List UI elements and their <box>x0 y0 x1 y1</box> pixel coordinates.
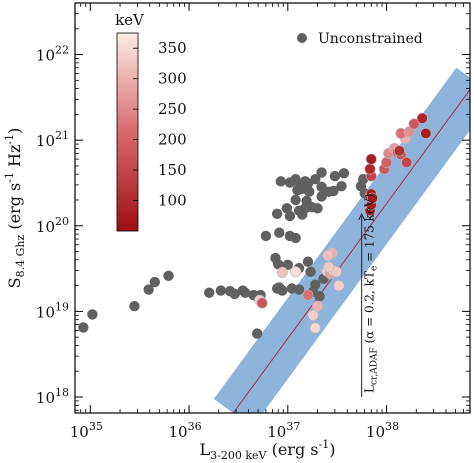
y-axis-label: S8.4 Ghz (erg s-1 Hz-1) <box>3 128 27 289</box>
unconstrained-point <box>336 181 346 191</box>
kte-point <box>308 310 318 320</box>
kte-point <box>417 113 427 123</box>
unconstrained-point <box>305 267 315 277</box>
kte-point <box>290 267 300 277</box>
colorbar-tick-label: 100 <box>158 192 187 210</box>
x-tick-label: 1035 <box>70 420 103 441</box>
legend-marker <box>297 33 307 43</box>
kte-point <box>277 267 287 277</box>
kte-point <box>394 146 404 156</box>
legend: Unconstrained <box>297 31 423 47</box>
kte-point <box>334 280 344 290</box>
unconstrained-point <box>277 285 287 295</box>
unconstrained-point <box>294 284 304 294</box>
kte-point <box>312 301 322 311</box>
unconstrained-point <box>290 195 300 205</box>
relation-band-layer <box>214 68 474 427</box>
y-tick-label: 1018 <box>36 386 69 407</box>
kte-point <box>323 250 333 260</box>
y-tick-label: 1021 <box>36 129 69 150</box>
x-tick-label: 1036 <box>168 420 201 441</box>
colorbar: keV 100 150 200 250 300 350 <box>115 11 187 231</box>
unconstrained-point <box>216 285 226 295</box>
unconstrained-point <box>312 203 322 213</box>
y-tick-label: 1022 <box>36 44 69 65</box>
kte-point <box>257 298 267 308</box>
unconstrained-point <box>150 277 160 287</box>
kte-point <box>421 128 431 138</box>
unconstrained-point <box>314 291 324 301</box>
kte-point <box>324 262 334 272</box>
unconstrained-point <box>163 271 173 281</box>
unconstrained-point <box>204 288 214 298</box>
unconstrained-point <box>276 176 286 186</box>
unconstrained-point <box>87 309 97 319</box>
x-tick-label: 1038 <box>366 420 399 441</box>
colorbar-tick-label: 150 <box>158 161 187 179</box>
unconstrained-point <box>261 231 271 241</box>
kte-point <box>303 290 313 300</box>
unconstrained-point <box>129 301 139 311</box>
colorbar-tick-label: 200 <box>158 131 187 149</box>
colorbar-tick-label: 250 <box>158 100 187 118</box>
y-tick-label: 1020 <box>36 215 69 236</box>
colorbar-title: keV <box>115 11 145 29</box>
unconstrained-point <box>290 233 300 243</box>
kte-point <box>365 164 375 174</box>
unconstrained-point <box>330 171 340 181</box>
colorbar-tick-label: 300 <box>158 70 187 88</box>
unconstrained-point <box>310 279 320 289</box>
colorbar-gradient <box>117 33 138 231</box>
unconstrained-point <box>282 203 292 213</box>
x-tick-label: 1037 <box>267 420 300 441</box>
kte-point <box>381 157 391 167</box>
unconstrained-point <box>272 209 282 219</box>
y-tick-label: 1019 <box>36 300 69 321</box>
unconstrained-point <box>285 177 295 187</box>
unconstrained-point <box>274 227 284 237</box>
unconstrained-point <box>303 257 313 267</box>
kte-point <box>402 157 412 167</box>
kte-point <box>366 154 376 164</box>
kte-point <box>310 323 320 333</box>
relation-uncertainty-band <box>214 68 474 427</box>
unconstrained-point <box>78 322 88 332</box>
colorbar-tick-label: 350 <box>158 39 187 57</box>
unconstrained-point <box>252 328 262 338</box>
unconstrained-point <box>339 168 349 178</box>
x-axis-label: L3-200 keV (erg s-1) <box>200 438 336 462</box>
legend-label: Unconstrained <box>318 31 423 47</box>
